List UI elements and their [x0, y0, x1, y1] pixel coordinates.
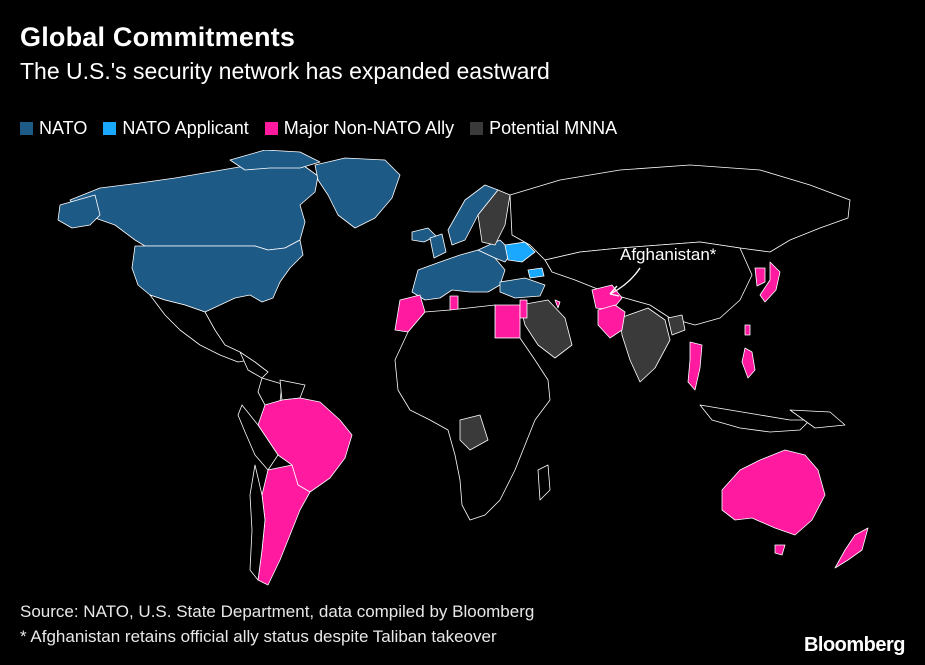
region-middle-east-potential [519, 299, 686, 383]
legend-item-nato-applicant: NATO Applicant [103, 118, 249, 139]
legend-item-mnna: Major Non-NATO Ally [264, 118, 455, 139]
country-indonesia [699, 404, 811, 433]
region-south-america-mnna [237, 377, 353, 586]
country-turkey [499, 277, 546, 299]
legend-item-nato: NATO [20, 118, 87, 139]
country-india [619, 307, 671, 383]
annotation-afghanistan: Afghanistan* [620, 245, 717, 264]
country-sweden-finland [477, 189, 511, 246]
world-map: Afghanistan* [57, 150, 869, 586]
region-africa [394, 304, 551, 521]
map-subtitle: The U.S.'s security network has expanded… [20, 58, 550, 84]
country-kuwait-bahrain [554, 299, 561, 309]
region-russia-asia [509, 164, 851, 326]
country-western-europe [411, 249, 506, 301]
legend-swatch-mnna [264, 122, 278, 135]
country-madagascar [537, 464, 551, 501]
country-egypt [494, 304, 521, 339]
country-central-america [239, 351, 269, 379]
country-peru-bolivia [237, 404, 279, 471]
country-china-central-asia [544, 241, 753, 326]
country-japan [759, 261, 781, 303]
region-southeast-asia [699, 404, 846, 433]
country-tasmania [774, 544, 786, 556]
region-oceania-mnna [721, 449, 869, 569]
country-chile [249, 464, 266, 581]
country-africa-continent [394, 304, 551, 521]
source-note: Source: NATO, U.S. State Department, dat… [20, 602, 535, 621]
legend-label-potential-mnna: Potential MNNA [489, 118, 618, 138]
region-europe-potential [477, 189, 511, 246]
footnote: * Afghanistan retains official ally stat… [20, 627, 497, 646]
country-indonesia-potential [667, 314, 686, 336]
country-korea [754, 267, 766, 287]
country-australia [721, 449, 826, 536]
country-uk [429, 233, 447, 259]
legend-item-potential-mnna: Potential MNNA [470, 118, 617, 139]
country-canada-islands [229, 150, 321, 171]
legend-swatch-nato-applicant [103, 122, 117, 135]
map-title: Global Commitments [20, 22, 296, 52]
region-europe-applicant [504, 241, 545, 279]
annotation-arrowhead [609, 285, 620, 297]
legend: NATO NATO Applicant Major Non-NATO Ally … [20, 118, 633, 139]
legend-label-nato-applicant: NATO Applicant [122, 118, 249, 138]
country-taiwan [744, 324, 751, 336]
country-philippines [741, 347, 756, 379]
country-saudi-arabia [519, 299, 573, 359]
region-north-america-nato [57, 150, 437, 313]
country-thailand [687, 341, 703, 391]
country-papua [789, 409, 846, 429]
country-georgia [527, 267, 545, 279]
country-tunisia [449, 295, 459, 311]
country-new-zealand [834, 527, 869, 569]
country-canada [69, 159, 319, 251]
country-ukraine [504, 241, 536, 263]
region-central-america [149, 294, 269, 379]
legend-label-mnna: Major Non-NATO Ally [283, 118, 455, 138]
bloomberg-logo: Bloomberg [803, 634, 906, 656]
country-alaska [57, 194, 101, 229]
legend-label-nato: NATO [39, 118, 88, 138]
country-greenland [314, 157, 401, 229]
legend-swatch-potential-mnna [470, 122, 484, 135]
country-venezuela [279, 379, 306, 401]
legend-swatch-nato [20, 122, 33, 135]
country-pakistan [597, 304, 626, 339]
country-israel-jordan [519, 299, 528, 319]
annotation-arrow [609, 267, 641, 295]
country-dr-congo [459, 414, 489, 451]
